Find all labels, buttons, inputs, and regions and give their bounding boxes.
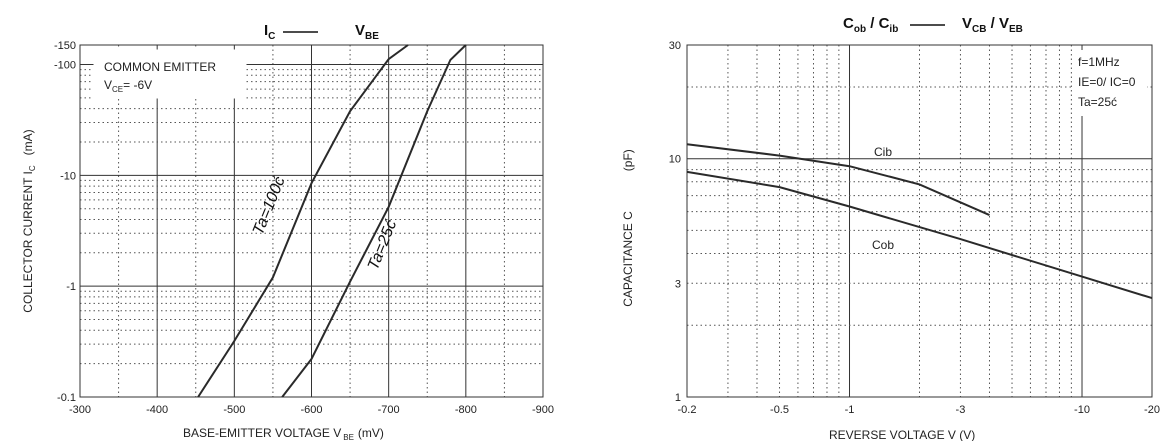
x-tick-label: -500 xyxy=(223,404,245,416)
ic-vbe-curves xyxy=(197,44,467,398)
ic-vbe-xlabel: BASE-EMITTER VOLTAGE V BE (mV) xyxy=(183,426,384,441)
curve-label-ta100: Ta=100ć xyxy=(250,174,289,237)
series-ta100-line xyxy=(197,44,409,398)
ic-vbe-tick-labels: -300 -400 -500 -600 -700 -800 -900 -0.1 -1 -10 -10… xyxy=(54,40,554,416)
y-tick-label: -100 xyxy=(54,60,76,72)
y-tick-label: -10 xyxy=(60,170,76,182)
svg-text:COLLECTOR CURRENT IC(mA): COLLECTOR CURRENT IC(mA) xyxy=(21,129,37,312)
x-tick-label: -600 xyxy=(300,404,322,416)
common-emitter-box: COMMON EMITTER VCE= -6V xyxy=(93,49,247,99)
series-ta25-line xyxy=(281,44,467,398)
y-tick-label: -1 xyxy=(66,281,76,293)
svg-text:IC: IC xyxy=(264,22,275,42)
x-tick-label: -800 xyxy=(455,404,477,416)
x-tick-label: -300 xyxy=(69,404,91,416)
y-tick-label: -150 xyxy=(54,40,76,52)
curve-label-ta25: Ta=25ć xyxy=(365,218,400,273)
common-emitter-label: COMMON EMITTER xyxy=(104,60,216,74)
y-tick-label: -0.1 xyxy=(57,392,76,404)
x-tick-label: -900 xyxy=(532,404,554,416)
ic-vbe-title: IC VBE xyxy=(264,22,379,42)
x-tick-label: -700 xyxy=(378,404,400,416)
svg-text:VBE: VBE xyxy=(355,22,379,42)
vce-label: VCE= -6V xyxy=(104,78,152,94)
ic-vbe-ylabel: COLLECTOR CURRENT IC(mA) xyxy=(21,129,37,312)
ic-vbe-plot-frame xyxy=(79,44,544,398)
x-tick-label: -400 xyxy=(146,404,168,416)
